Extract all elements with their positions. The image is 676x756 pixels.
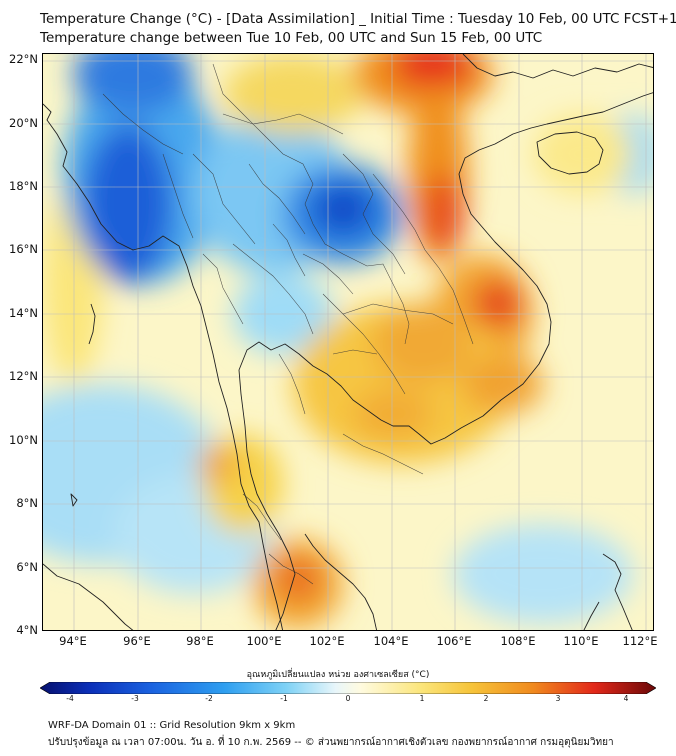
graticule	[43, 54, 653, 630]
colorbar-tick: 1	[419, 694, 425, 703]
map-canvas	[43, 54, 653, 630]
colorbar-tick: -1	[280, 694, 288, 703]
lon-label-98e: 98°E	[186, 634, 214, 648]
lat-label-18n: 18°N	[9, 179, 38, 193]
footer-credit: ปรับปรุงข้อมูล ณ เวลา 07:00น. วัน อ. ที่…	[48, 737, 614, 748]
borders	[102, 63, 474, 585]
lon-label-110e: 110°E	[563, 634, 599, 648]
colorbar-tick: -3	[131, 694, 139, 703]
lat-label-8n: 8°N	[16, 496, 38, 510]
lon-label-96e: 96°E	[123, 634, 151, 648]
footer-model-info: WRF-DA Domain 01 :: Grid Resolution 9km …	[48, 720, 296, 731]
colorbar-tick: 0	[345, 694, 351, 703]
colorbar-tick: 3	[555, 694, 561, 703]
lon-label-112e: 112°E	[622, 634, 658, 648]
lat-label-6n: 6°N	[16, 560, 38, 574]
lat-label-16n: 16°N	[9, 242, 38, 256]
colorbar-label: อุณหภูมิเปลี่ยนแปลง หน่วย องศาเซลเซียส (…	[246, 670, 430, 680]
lat-label-10n: 10°N	[9, 433, 38, 447]
lon-label-106e: 106°E	[436, 634, 472, 648]
map-title: Temperature Change (°C) - [Data Assimila…	[40, 11, 676, 27]
colorbar-tick: -2	[205, 694, 213, 703]
lon-label-108e: 108°E	[500, 634, 536, 648]
lat-label-14n: 14°N	[9, 306, 38, 320]
lat-label-22n: 22°N	[9, 52, 38, 66]
colorbar-tick: -4	[66, 694, 74, 703]
temperature-field	[43, 54, 653, 629]
lon-label-104e: 104°E	[373, 634, 409, 648]
colorbar-tick: 4	[623, 694, 629, 703]
lon-label-100e: 100°E	[246, 634, 282, 648]
map-subtitle: Temperature change between Tue 10 Feb, 0…	[40, 30, 543, 46]
lat-label-4n: 4°N	[16, 623, 38, 637]
temperature-change-map	[42, 53, 654, 631]
lon-label-102e: 102°E	[309, 634, 345, 648]
lon-label-94e: 94°E	[59, 634, 87, 648]
coastlines	[43, 54, 653, 630]
colorbar	[40, 682, 656, 694]
colorbar-tick: 2	[483, 694, 489, 703]
lat-label-12n: 12°N	[9, 369, 38, 383]
lat-label-20n: 20°N	[9, 116, 38, 130]
